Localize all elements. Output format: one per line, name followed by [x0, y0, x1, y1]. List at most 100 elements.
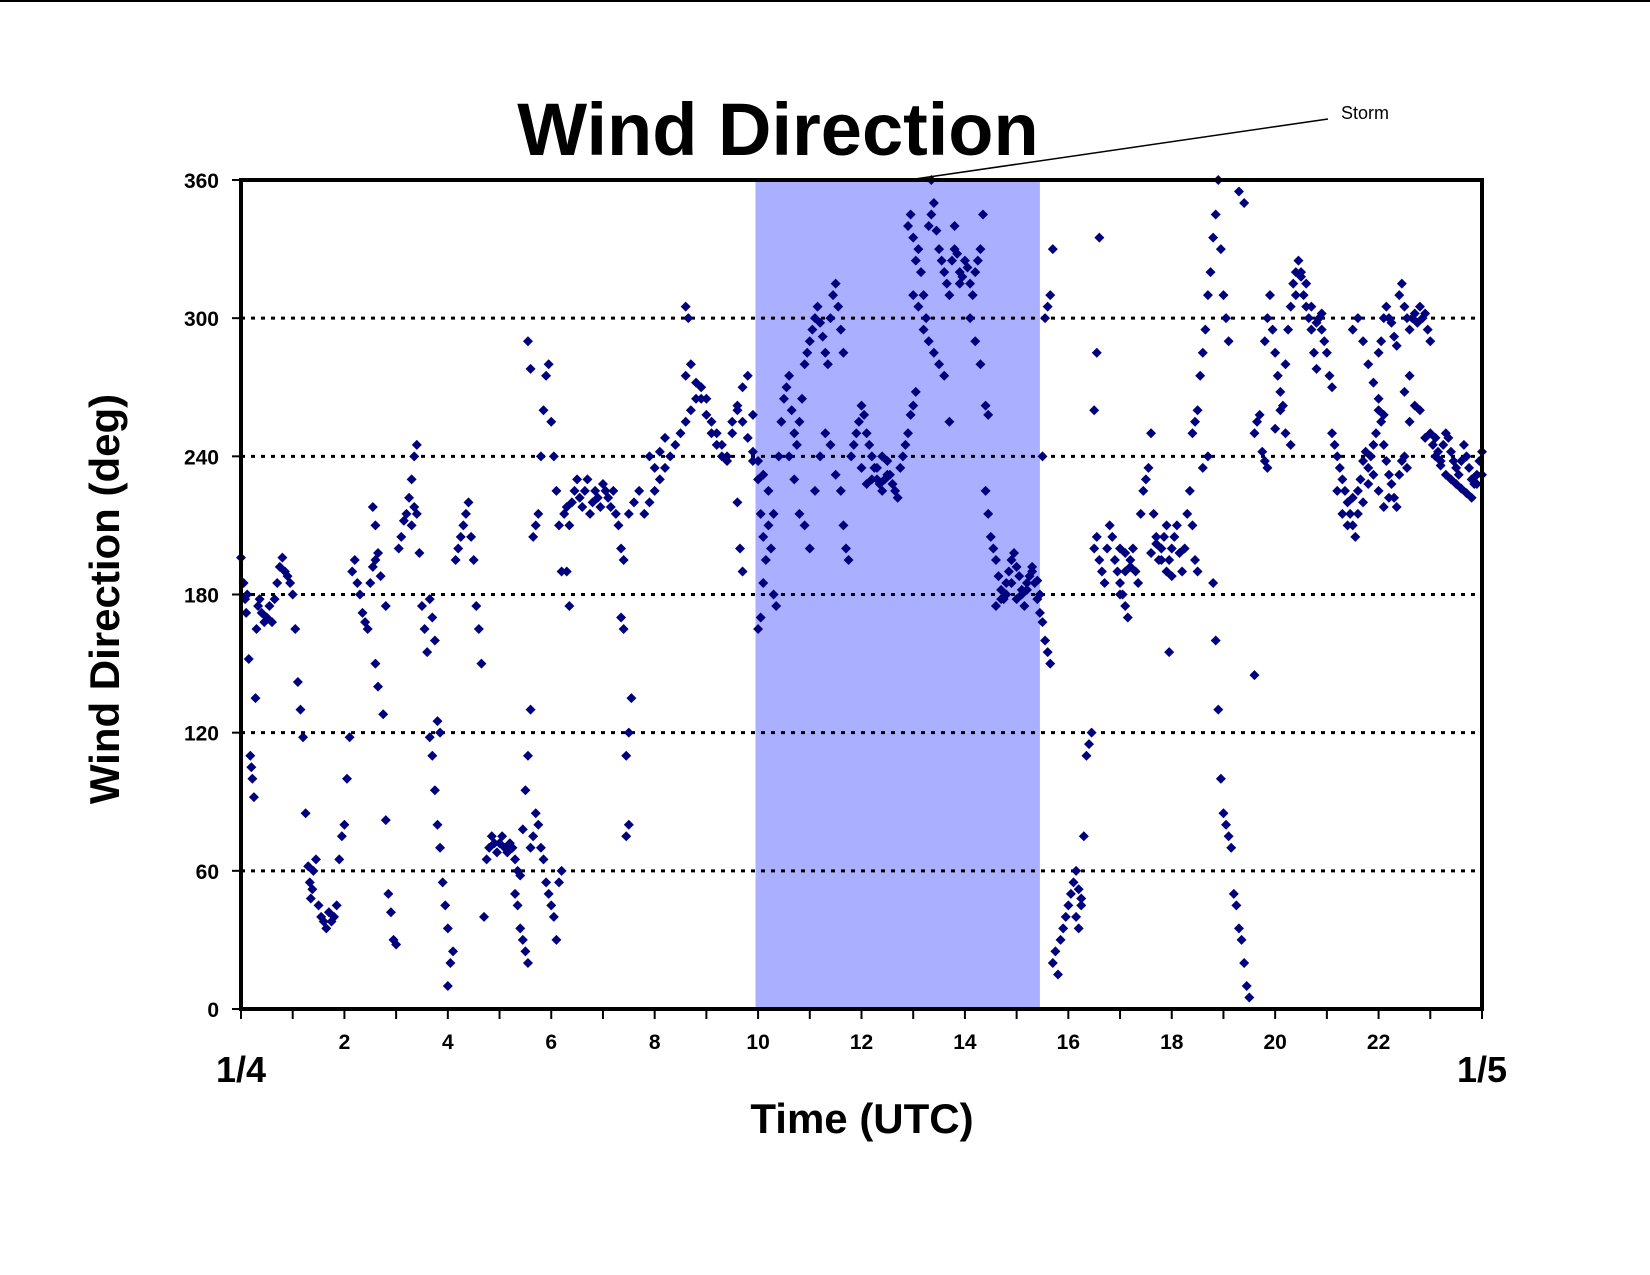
y-tick-label-240: 240 [184, 446, 219, 469]
data-point [450, 554, 461, 565]
data-point [1249, 428, 1260, 439]
data-point [1021, 577, 1032, 588]
data-point [773, 451, 784, 462]
data-point [362, 624, 373, 635]
data-point [649, 485, 660, 496]
data-point [1280, 428, 1291, 439]
data-point [429, 785, 440, 796]
data-point [1365, 451, 1376, 462]
data-point [975, 359, 986, 370]
data-point [1337, 508, 1348, 519]
data-point [1347, 492, 1358, 503]
data-point [972, 255, 983, 266]
data-point [1430, 432, 1441, 443]
data-point [1073, 884, 1084, 895]
data-point [1052, 969, 1063, 980]
data-point [701, 409, 712, 420]
data-point [491, 847, 502, 858]
data-point [665, 451, 676, 462]
data-point [786, 405, 797, 416]
data-point [903, 221, 914, 232]
data-point [574, 492, 585, 503]
data-point [946, 255, 957, 266]
data-point [507, 842, 518, 853]
data-point [815, 317, 826, 328]
data-point [1027, 566, 1038, 577]
data-point [799, 359, 810, 370]
data-point [1161, 520, 1172, 531]
data-point [1151, 538, 1162, 549]
data-point [915, 267, 926, 278]
data-point [1037, 451, 1048, 462]
data-point [768, 508, 779, 519]
data-point [1391, 340, 1402, 351]
data-point [727, 416, 738, 427]
data-point [453, 543, 464, 554]
data-point [1146, 548, 1157, 559]
data-point [528, 531, 539, 542]
y-tick-label-360: 360 [184, 170, 219, 193]
data-point [1120, 566, 1131, 577]
data-point [610, 508, 621, 519]
data-point [401, 508, 412, 519]
data-point [406, 474, 417, 485]
data-point [980, 485, 991, 496]
x-tick-label-4: 4 [442, 1031, 454, 1054]
data-point [608, 485, 619, 496]
data-point [685, 405, 696, 416]
data-point [1081, 750, 1092, 761]
data-point [1135, 508, 1146, 519]
data-point [370, 520, 381, 531]
data-point [952, 248, 963, 259]
data-point [1107, 531, 1118, 542]
data-point [605, 501, 616, 512]
data-point [1420, 308, 1431, 319]
data-point [616, 543, 627, 554]
data-point [1471, 478, 1482, 489]
data-point [1011, 594, 1022, 605]
data-point [1239, 957, 1250, 968]
data-point [1404, 370, 1415, 381]
data-point [530, 520, 541, 531]
data-point [440, 900, 451, 911]
x-tick-label-6: 6 [545, 1031, 557, 1054]
data-point [546, 900, 557, 911]
data-point [1321, 347, 1332, 358]
data-point [1438, 439, 1449, 450]
data-point [649, 462, 660, 473]
data-point [1319, 336, 1330, 347]
data-point [572, 474, 583, 485]
data-point [247, 773, 258, 784]
data-point [556, 566, 567, 577]
x-axis-label: Time (UTC) [750, 1095, 973, 1142]
data-point [1042, 647, 1053, 658]
data-point [1177, 566, 1188, 577]
start-date-label: 1/4 [216, 1049, 266, 1090]
data-point [776, 416, 787, 427]
data-point [367, 501, 378, 512]
data-point [1347, 324, 1358, 335]
data-point [551, 485, 562, 496]
data-point [1324, 370, 1335, 381]
data-point [1226, 842, 1237, 853]
y-axis-label: Wind Direction (deg) [81, 394, 128, 804]
data-point [435, 727, 446, 738]
x-tick-label-10: 10 [746, 1031, 769, 1054]
data-point [272, 577, 283, 588]
data-point [797, 393, 808, 404]
data-point [822, 359, 833, 370]
data-point [458, 520, 469, 531]
data-point [1396, 278, 1407, 289]
data-point [931, 225, 942, 236]
data-point [305, 893, 316, 904]
data-point [970, 267, 981, 278]
data-point [1399, 451, 1410, 462]
data-point [1120, 601, 1131, 612]
data-point [1009, 548, 1020, 559]
data-point [934, 359, 945, 370]
data-point [1115, 589, 1126, 600]
data-point [978, 209, 989, 220]
data-point [701, 393, 712, 404]
x-tick-labels: 2 4 6 8 10 12 14 16 18 20 22 [339, 1031, 1391, 1054]
data-point [616, 612, 627, 623]
